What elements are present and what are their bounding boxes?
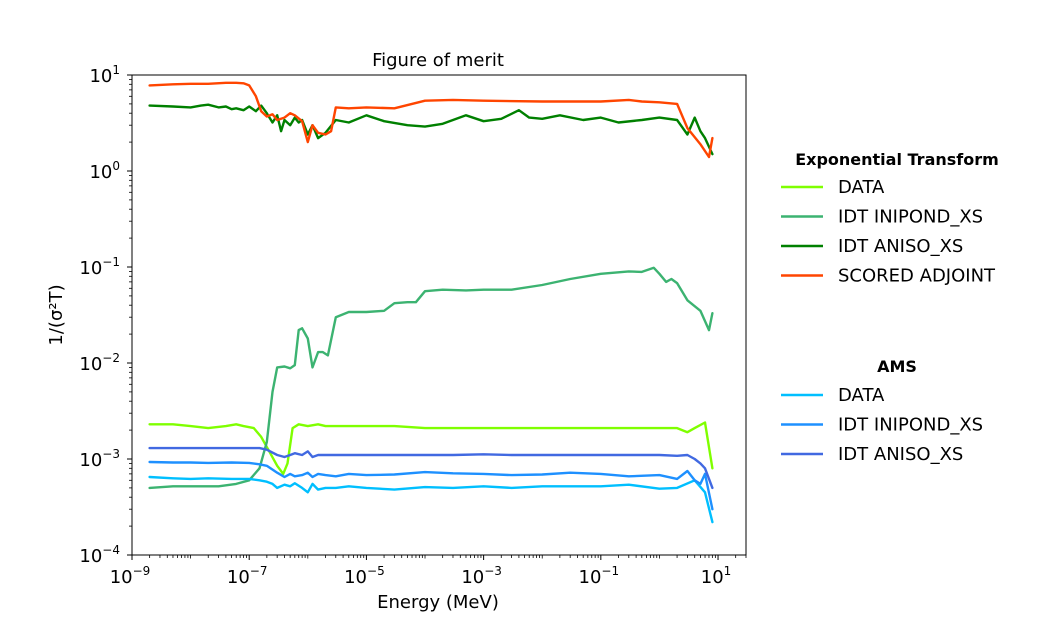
x-tick-label-exponent: −7 — [250, 564, 268, 578]
y-tick-label: 101 — [89, 63, 120, 87]
y-tick-label: 10−4 — [79, 543, 120, 567]
legend-entry-label: IDT INIPOND_XS — [838, 415, 983, 436]
y-tick-label-exponent: −1 — [102, 255, 120, 269]
x-tick-label-base: 10 — [701, 567, 724, 588]
legend-group-title: Exponential Transform — [795, 150, 999, 169]
x-tick-label: 10−7 — [227, 564, 268, 588]
x-tick-label-base: 10 — [579, 567, 602, 588]
y-tick-label-exponent: 0 — [112, 159, 120, 173]
series-line-1-2 — [148, 446, 714, 490]
legend-entry-label: DATA — [838, 385, 885, 406]
x-tick-label-base: 10 — [344, 567, 367, 588]
legend-group-title: AMS — [877, 357, 917, 376]
x-tick-label: 101 — [701, 564, 732, 588]
x-tick-label-base: 10 — [461, 567, 484, 588]
legend: Exponential Transform DATA IDT INIPOND_XS I… — [781, 150, 999, 465]
y-tick-label: 10−1 — [79, 255, 120, 279]
x-tick-label-base: 10 — [110, 567, 133, 588]
y-tick-label-base: 10 — [79, 354, 102, 375]
series-line-0-2 — [148, 103, 714, 156]
legend-entry-label: IDT ANISO_XS — [838, 236, 963, 257]
x-tick-label-exponent: −1 — [601, 564, 619, 578]
series-line-1-1 — [148, 460, 714, 511]
y-tick-label: 10−3 — [79, 447, 120, 471]
y-tick-label-exponent: 1 — [112, 63, 120, 77]
x-axis-label: Energy (MeV) — [377, 592, 499, 613]
x-tick-label-base: 10 — [227, 567, 250, 588]
x-tick-label: 10−1 — [579, 564, 620, 588]
x-tick-label: 10−3 — [461, 564, 502, 588]
series-line-1-0 — [148, 475, 714, 524]
legend-entry-label: IDT ANISO_XS — [838, 444, 963, 465]
legend-entry-label: DATA — [838, 177, 885, 198]
x-tick-label-exponent: −3 — [484, 564, 502, 578]
x-axis: 10−9 10−7 10−5 10−3 10−1 101 — [110, 555, 747, 588]
legend-entry-label: IDT INIPOND_XS — [838, 207, 983, 228]
y-tick-label-base: 10 — [89, 162, 112, 183]
y-tick-label-exponent: −4 — [102, 543, 120, 557]
y-tick-label-exponent: −3 — [102, 447, 120, 461]
plot-frame — [131, 74, 747, 556]
y-tick-label-base: 10 — [89, 66, 112, 87]
chart-title: Figure of merit — [372, 50, 504, 71]
legend-entry-label: SCORED ADJOINT — [838, 266, 996, 287]
y-tick-label-exponent: −2 — [102, 351, 120, 365]
x-tick-label-exponent: −9 — [133, 564, 151, 578]
plot-lines — [148, 81, 714, 524]
x-tick-label-exponent: 1 — [724, 564, 732, 578]
y-tick-label: 100 — [89, 159, 120, 183]
y-tick-label-base: 10 — [79, 258, 102, 279]
series-line-0-3 — [148, 81, 714, 159]
x-tick-label: 10−5 — [344, 564, 385, 588]
y-tick-label: 10−2 — [79, 351, 120, 375]
x-tick-label: 10−9 — [110, 564, 151, 588]
series-line-0-1 — [148, 266, 714, 490]
series-line-0-0 — [148, 421, 714, 476]
x-tick-label-exponent: −5 — [367, 564, 385, 578]
y-tick-label-base: 10 — [79, 546, 102, 567]
y-axis-label: 1/(σ²T) — [46, 284, 67, 345]
y-tick-label-base: 10 — [79, 450, 102, 471]
